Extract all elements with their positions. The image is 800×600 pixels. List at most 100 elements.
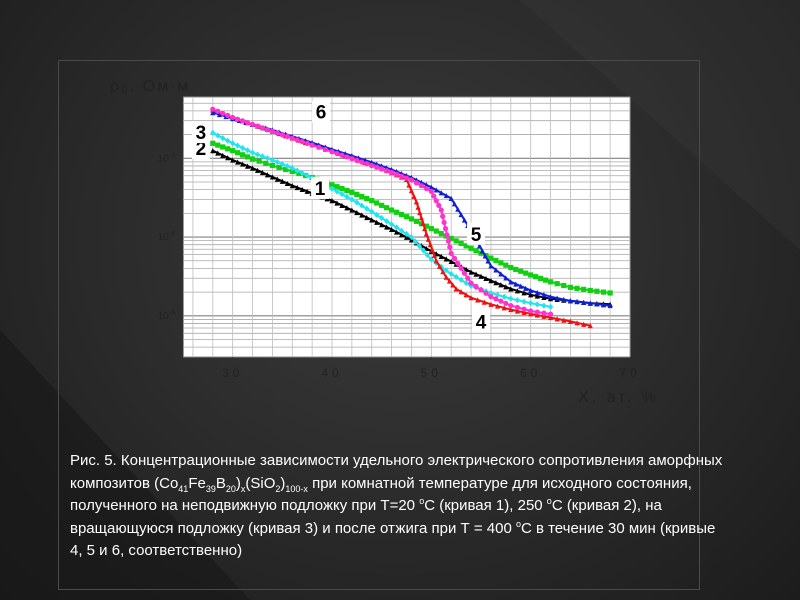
data-point-1 — [468, 269, 474, 275]
data-point-1 — [364, 214, 370, 221]
data-point-2 — [473, 248, 479, 254]
data-point-4 — [418, 215, 424, 221]
data-point-6 — [433, 198, 439, 204]
data-point-1 — [299, 186, 305, 193]
data-point-2 — [607, 290, 613, 296]
data-point-2 — [235, 150, 241, 156]
data-point-1 — [225, 155, 231, 161]
data-point-3 — [463, 279, 469, 286]
data-point-1 — [339, 202, 345, 208]
data-point-1 — [514, 288, 521, 294]
data-point-6 — [436, 202, 442, 209]
data-point-5 — [482, 253, 488, 259]
data-point-2 — [403, 214, 410, 220]
data-point-1 — [264, 172, 271, 178]
data-point-6 — [440, 213, 446, 219]
data-point-4 — [541, 313, 547, 319]
caption-text: Fe — [188, 474, 206, 492]
caption-text: Рис. 5. Концентрационные зависимости уде… — [70, 452, 723, 492]
data-point-6 — [240, 118, 246, 124]
data-point-4 — [420, 220, 426, 226]
data-point-2 — [230, 148, 236, 154]
caption-superscript: o — [419, 496, 425, 506]
data-point-6 — [274, 130, 280, 136]
data-point-1 — [389, 226, 395, 233]
data-point-4 — [422, 225, 428, 232]
y-tick-label: 10-5 — [158, 310, 175, 322]
data-point-6 — [230, 114, 236, 121]
data-point-2 — [393, 209, 400, 215]
data-point-6 — [547, 311, 554, 317]
data-point-6 — [541, 310, 547, 316]
data-point-2 — [225, 146, 231, 152]
caption-subscript: 41 — [178, 483, 189, 494]
data-point-3 — [299, 170, 305, 177]
data-point-3 — [244, 147, 251, 154]
caption-text: B — [215, 474, 226, 492]
data-point-6 — [488, 294, 494, 300]
data-point-1 — [294, 184, 300, 191]
data-point-6 — [294, 137, 300, 143]
data-point-3 — [403, 230, 410, 237]
data-point-4 — [446, 278, 453, 284]
data-point-4 — [508, 306, 514, 313]
data-point-1 — [279, 178, 285, 184]
data-point-6 — [398, 173, 405, 179]
caption-text: при комнатной температуре для исходного … — [70, 474, 692, 515]
data-point-5 — [594, 301, 600, 307]
curve-label-6: 6 — [316, 103, 327, 124]
data-point-1 — [215, 150, 221, 156]
data-point-5 — [561, 296, 567, 303]
data-point-3 — [215, 132, 221, 139]
data-point-6 — [508, 302, 514, 309]
data-point-5 — [574, 298, 580, 305]
data-point-3 — [458, 276, 464, 284]
data-point-6 — [369, 162, 375, 169]
data-point-6 — [284, 133, 290, 140]
annotation-background — [311, 176, 330, 199]
data-point-4 — [413, 199, 420, 205]
data-point-3 — [398, 227, 405, 234]
data-point-1 — [289, 183, 295, 189]
data-point-6 — [403, 175, 410, 181]
data-point-1 — [354, 209, 360, 216]
data-point-3 — [254, 151, 261, 158]
data-point-6 — [220, 110, 226, 116]
data-point-2 — [334, 184, 340, 190]
data-point-4 — [425, 236, 431, 242]
data-point-2 — [587, 287, 593, 294]
data-point-1 — [534, 293, 540, 299]
data-point-3 — [279, 160, 285, 168]
data-point-1 — [369, 217, 375, 223]
data-point-3 — [453, 273, 459, 281]
data-point-1 — [349, 207, 355, 213]
data-point-2 — [498, 260, 504, 266]
data-point-1 — [274, 176, 280, 182]
data-point-6 — [458, 265, 464, 271]
annotation-background — [467, 222, 486, 245]
data-point-6 — [364, 161, 370, 167]
data-point-2 — [244, 154, 251, 160]
data-point-2 — [289, 168, 295, 175]
data-point-3 — [269, 156, 275, 164]
data-point-2 — [513, 266, 519, 273]
data-point-6 — [379, 166, 385, 172]
data-point-5 — [448, 195, 454, 201]
data-point-4 — [406, 182, 412, 188]
caption-text: С (кривая 2), на вращающуюся подложку (к… — [70, 497, 662, 537]
data-point-1 — [269, 174, 275, 180]
data-point-3 — [508, 295, 514, 302]
data-point-6 — [210, 106, 216, 112]
data-point-2 — [418, 221, 424, 227]
data-point-6 — [498, 298, 504, 304]
data-point-6 — [259, 125, 266, 131]
data-point-5 — [216, 111, 223, 118]
data-point-1 — [284, 180, 290, 187]
data-point-2 — [468, 245, 474, 251]
data-point-4 — [453, 286, 459, 292]
data-point-2 — [408, 216, 415, 222]
data-point-5 — [518, 283, 524, 289]
data-point-6 — [514, 304, 521, 310]
data-point-1 — [344, 205, 350, 211]
